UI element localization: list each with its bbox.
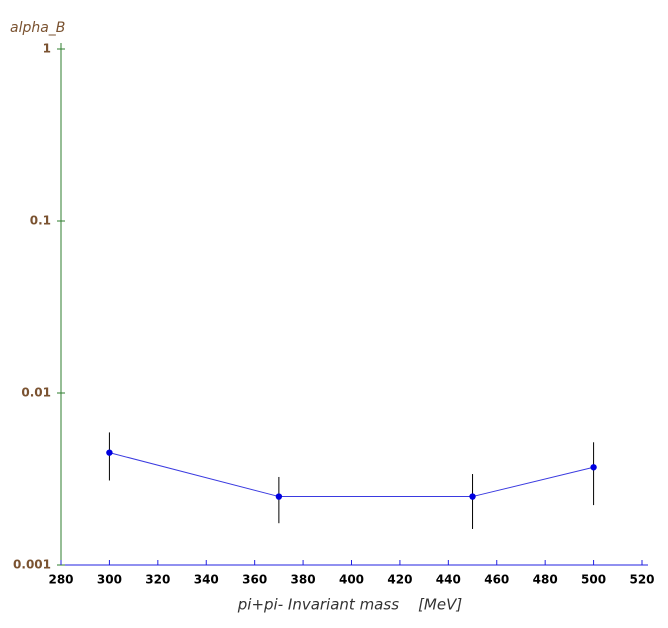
data-point (469, 493, 476, 500)
x-tick-label: 360 (242, 573, 267, 587)
y-tick-label: 0.01 (21, 386, 51, 400)
x-tick-label: 320 (145, 573, 170, 587)
x-tick-label: 520 (629, 573, 654, 587)
data-point (275, 493, 283, 500)
x-tick-label: 280 (48, 573, 73, 587)
x-tick-label: 340 (194, 573, 219, 587)
data-point (106, 449, 113, 456)
x-tick-label: 380 (291, 573, 316, 587)
data-line (109, 452, 594, 498)
x-tick-label: 420 (387, 573, 412, 587)
x-tick-label: 300 (97, 573, 122, 587)
x-tick-label: 460 (484, 573, 509, 587)
x-tick-label: 480 (533, 573, 558, 587)
y-axis-label: alpha_B (10, 20, 65, 36)
x-axis-label: pi+pi- Invariant mass [MeV] (237, 596, 463, 614)
data-point (590, 464, 597, 471)
x-tick-label: 400 (339, 573, 364, 587)
y-tick-label: 0.1 (30, 214, 51, 228)
x-tick-label: 440 (436, 573, 461, 587)
y-tick-label: 1 (43, 42, 51, 56)
x-tick-label: 500 (581, 573, 606, 587)
y-tick-label: 0.001 (13, 558, 51, 572)
